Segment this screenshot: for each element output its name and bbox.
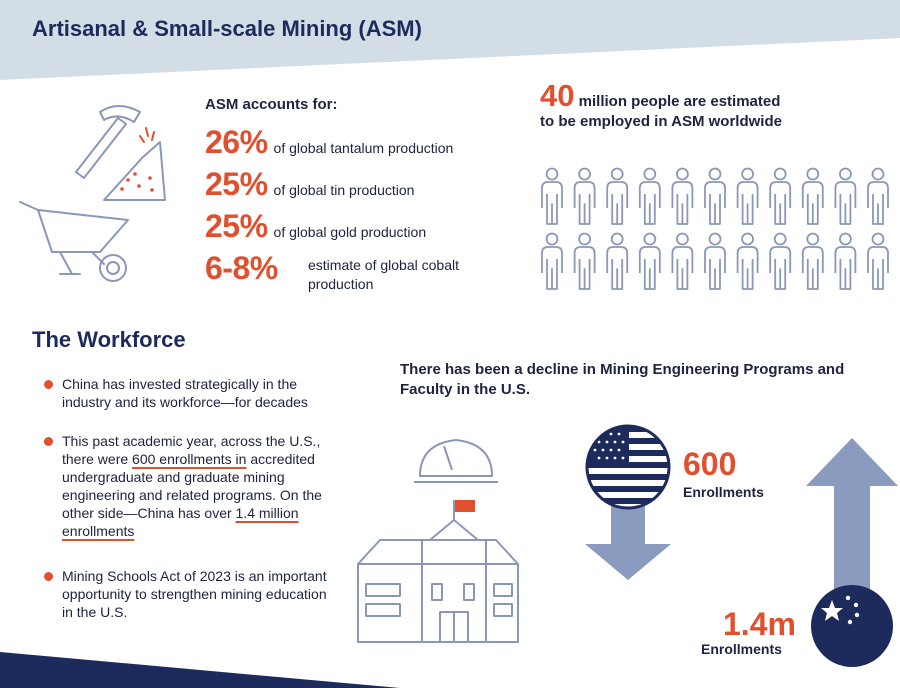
- bullet-dot-icon: [44, 380, 53, 389]
- person-icon: [638, 232, 661, 290]
- bullet-dot-icon: [44, 437, 53, 446]
- bullet-text: China has invested strategically in the …: [62, 376, 308, 410]
- bullet-highlight-china: 1.4 million enrollments: [62, 505, 299, 539]
- person-icon: [671, 232, 694, 290]
- person-icon: [801, 232, 824, 290]
- bullet-item: Mining Schools Act of 2023 is an importa…: [40, 567, 340, 621]
- rock-pile-icon: [103, 141, 166, 201]
- stat-value: 25%: [205, 208, 268, 244]
- stat-value: 6-8%: [205, 250, 278, 286]
- population-number: 40: [540, 78, 575, 113]
- us-flag-icon: [587, 426, 669, 508]
- stat-text: of global tantalum production: [273, 140, 454, 156]
- stat-tantalum: 26% of global tantalum production: [205, 124, 453, 161]
- china-enrollment-value: 1.4m: [723, 606, 796, 642]
- person-icon: [541, 167, 563, 225]
- person-icon: [541, 232, 563, 290]
- wheelbarrow-icon: [19, 201, 129, 282]
- impact-spark-icon: [139, 127, 155, 143]
- asm-intro: ASM accounts for:: [205, 96, 338, 113]
- person-icon: [638, 167, 661, 225]
- stat-text: of global gold production: [273, 224, 427, 240]
- person-icon: [606, 167, 629, 225]
- person-icon: [769, 232, 792, 290]
- hard-hat-icon: [414, 439, 498, 483]
- stat-text: estimate of global cobalt production: [308, 257, 459, 292]
- people-grid: [541, 167, 889, 290]
- page-title: Artisanal & Small-scale Mining (ASM): [32, 16, 422, 41]
- us-enrollment-label: Enrollments: [683, 484, 764, 500]
- school-building-icon: [357, 500, 519, 643]
- person-icon: [801, 167, 824, 225]
- person-icon: [834, 167, 857, 225]
- pickaxe-icon: [75, 105, 141, 179]
- stat-text: of global tin production: [273, 182, 415, 198]
- bullet-dot-icon: [44, 572, 53, 581]
- bullet-item: This past academic year, across the U.S.…: [40, 432, 340, 540]
- population-headline: 40 million people are estimated to be em…: [540, 80, 782, 132]
- decline-heading: There has been a decline in Mining Engin…: [400, 361, 845, 398]
- stat-value: 26%: [205, 124, 268, 160]
- flag-icon: [455, 500, 475, 512]
- stat-cobalt: 6-8% estimate of global cobalt productio…: [205, 250, 525, 306]
- bullet-text-mid: accredited undergraduate and graduate mi…: [62, 451, 322, 521]
- person-icon: [834, 232, 857, 290]
- person-icon: [671, 167, 694, 225]
- stat-gold: 25% of global gold production: [205, 208, 426, 245]
- bullet-item: China has invested strategically in the …: [40, 375, 340, 411]
- person-icon: [704, 167, 726, 225]
- person-icon: [867, 167, 889, 225]
- person-icon: [704, 232, 726, 290]
- person-icon: [573, 167, 596, 225]
- china-enrollment-label: Enrollments: [701, 641, 782, 657]
- china-flag-icon: [811, 585, 893, 667]
- bullet-text-pre: This past academic year, across the U.S.…: [62, 433, 321, 467]
- up-arrow-icon: [806, 438, 898, 602]
- header-band: [0, 0, 900, 80]
- stat-tin: 25% of global tin production: [205, 166, 414, 203]
- population-text-line1: million people are estimated: [578, 93, 781, 110]
- header-background: [0, 0, 900, 80]
- person-icon: [573, 232, 596, 290]
- school-illustration: [357, 439, 519, 643]
- section-title-workforce: The Workforce: [32, 327, 186, 352]
- person-icon: [736, 167, 759, 225]
- bullet-highlight-us: 600 enrollments in: [132, 451, 247, 467]
- stat-value: 25%: [205, 166, 268, 202]
- bullet-text: Mining Schools Act of 2023 is an importa…: [62, 568, 327, 620]
- population-text-line2: to be employed in ASM worldwide: [540, 113, 782, 130]
- person-icon: [867, 232, 889, 290]
- mining-illustration: [19, 105, 166, 282]
- person-icon: [606, 232, 629, 290]
- us-enrollment-value: 600: [683, 446, 737, 482]
- person-icon: [769, 167, 792, 225]
- person-icon: [736, 232, 759, 290]
